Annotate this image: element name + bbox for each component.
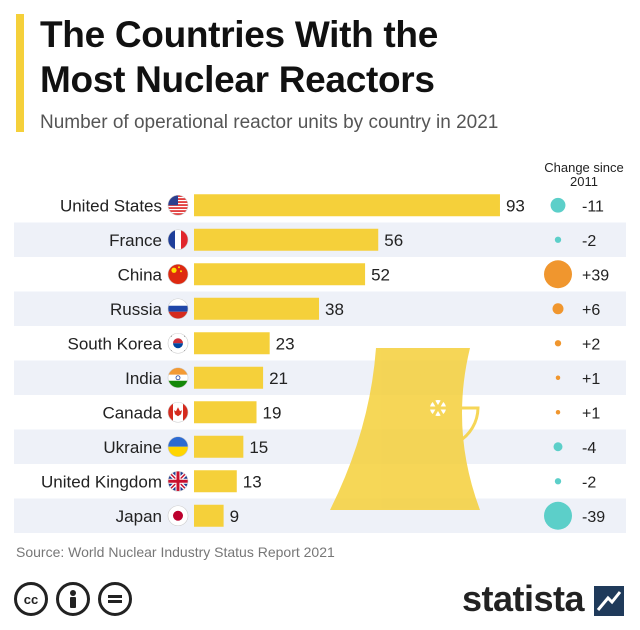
change-label: -39 xyxy=(582,509,605,526)
flag-jp-icon xyxy=(167,505,189,527)
value-label: 93 xyxy=(506,196,525,215)
nuclear-plant-watermark-icon xyxy=(330,348,480,510)
change-bubble xyxy=(554,236,562,243)
category-label: Ukraine xyxy=(103,438,162,457)
category-label: France xyxy=(109,231,162,250)
value-label: 56 xyxy=(384,231,403,250)
bar-chart: Change since 2011 United States 93 -11 France… xyxy=(14,160,626,533)
row-band xyxy=(14,360,626,395)
value-label: 9 xyxy=(230,507,239,526)
row-band xyxy=(14,291,626,326)
bar xyxy=(194,297,320,320)
flag-us-icon xyxy=(167,194,189,216)
change-label: +2 xyxy=(582,336,600,353)
chart-subtitle: Number of operational reactor units by c… xyxy=(40,112,499,133)
row-band xyxy=(14,429,626,464)
value-label: 13 xyxy=(243,472,262,491)
bar xyxy=(194,263,366,286)
license-icons: cc xyxy=(14,582,132,616)
row-band xyxy=(14,498,626,533)
chart-title: The Countries With the Most Nuclear Reac… xyxy=(40,12,438,102)
change-label: -11 xyxy=(582,198,604,215)
bar xyxy=(194,504,224,527)
category-label: China xyxy=(118,265,163,284)
change-label: -2 xyxy=(582,233,596,250)
change-header: Change since 2011 xyxy=(544,160,624,189)
flag-kr-icon xyxy=(167,332,189,354)
change-bubble xyxy=(554,478,562,485)
change-label: +39 xyxy=(582,267,609,284)
change-label: -2 xyxy=(582,474,596,491)
change-bubble xyxy=(555,375,561,380)
bar xyxy=(194,435,244,458)
category-label: South Korea xyxy=(67,334,162,353)
change-bubble xyxy=(555,410,561,415)
change-bubble xyxy=(554,340,562,347)
flag-uk-icon xyxy=(167,470,189,492)
value-label: 19 xyxy=(263,403,282,422)
statista-logo-icon xyxy=(594,586,624,616)
bar xyxy=(194,194,500,217)
bar xyxy=(194,366,264,389)
category-label: India xyxy=(125,369,162,388)
flag-ca-icon xyxy=(167,401,189,423)
bar xyxy=(194,401,257,424)
bar xyxy=(194,228,379,251)
bar xyxy=(194,470,237,493)
equals-icon xyxy=(98,582,132,616)
change-bubble xyxy=(553,442,563,452)
title-line-1: The Countries With the xyxy=(40,14,438,55)
category-label: United Kingdom xyxy=(41,472,162,491)
flag-in-icon xyxy=(167,367,189,389)
bar xyxy=(194,332,270,355)
value-label: 23 xyxy=(276,334,295,353)
person-icon xyxy=(56,582,90,616)
change-bubble xyxy=(544,501,572,530)
change-label: +6 xyxy=(582,302,600,319)
flag-cn-icon xyxy=(167,263,189,285)
value-label: 52 xyxy=(371,265,390,284)
change-bubble xyxy=(550,197,566,213)
value-label: 21 xyxy=(269,369,288,388)
category-label: Canada xyxy=(102,403,162,422)
title-line-2: Most Nuclear Reactors xyxy=(40,59,435,100)
flag-ua-icon xyxy=(167,436,189,458)
category-label: United States xyxy=(60,196,162,215)
brand-logo-text[interactable]: statista xyxy=(462,578,585,619)
change-bubble xyxy=(552,303,564,315)
change-label: -4 xyxy=(582,440,596,457)
value-label: 38 xyxy=(325,300,344,319)
change-bubble xyxy=(544,260,572,289)
category-label: Russia xyxy=(110,300,163,319)
category-label: Japan xyxy=(116,507,162,526)
change-label: +1 xyxy=(582,371,600,388)
source-note: Source: World Nuclear Industry Status Re… xyxy=(16,544,335,560)
flag-fr-icon xyxy=(167,229,189,251)
value-label: 15 xyxy=(249,438,268,457)
flag-ru-icon xyxy=(167,298,189,320)
change-label: +1 xyxy=(582,405,600,422)
title-accent-bar xyxy=(16,14,24,132)
cc-icon: cc xyxy=(14,582,48,616)
